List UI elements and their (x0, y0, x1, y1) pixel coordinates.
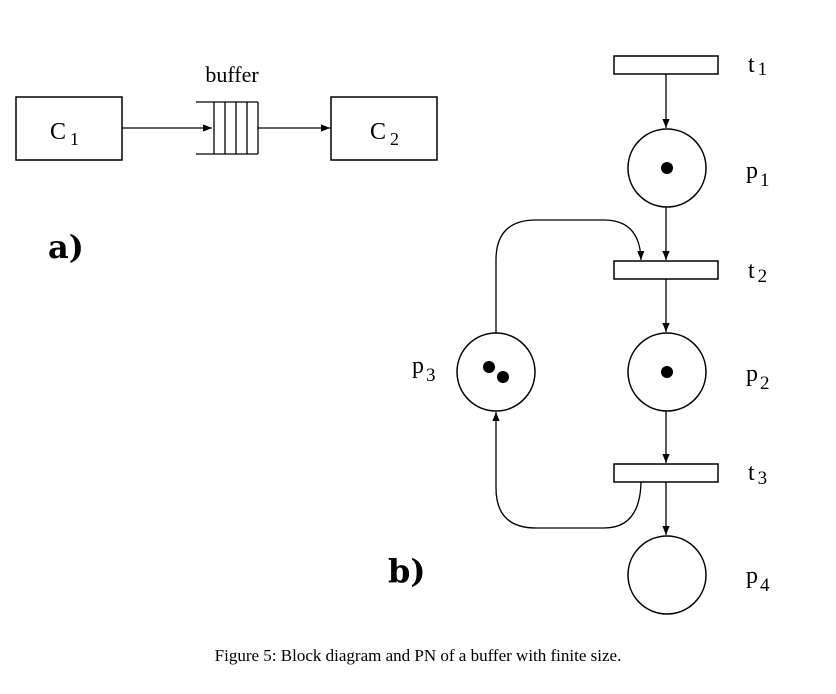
component-c2-box (330, 96, 438, 161)
arc-t3-to-p3 (492, 412, 642, 529)
part-a-label: a) (48, 228, 84, 266)
buffer-queue-icon (196, 101, 259, 155)
transition-t1 (613, 55, 719, 75)
transition-t3 (613, 463, 719, 483)
tokens-group (483, 162, 673, 383)
token-p3-1 (483, 361, 495, 373)
token-p3-2 (497, 371, 509, 383)
place-p3 (456, 332, 536, 412)
token-p2-1 (661, 366, 673, 378)
part-b-label: b) (388, 552, 426, 590)
figure-caption: Figure 5: Block diagram and PN of a buff… (214, 646, 622, 665)
transition-t2 (613, 260, 719, 280)
component-c1-box (15, 96, 123, 161)
arc-p3-to-t2 (495, 219, 645, 333)
token-p1-1 (661, 162, 673, 174)
buffer-label: buffer (205, 62, 259, 87)
place-p4 (627, 535, 707, 615)
